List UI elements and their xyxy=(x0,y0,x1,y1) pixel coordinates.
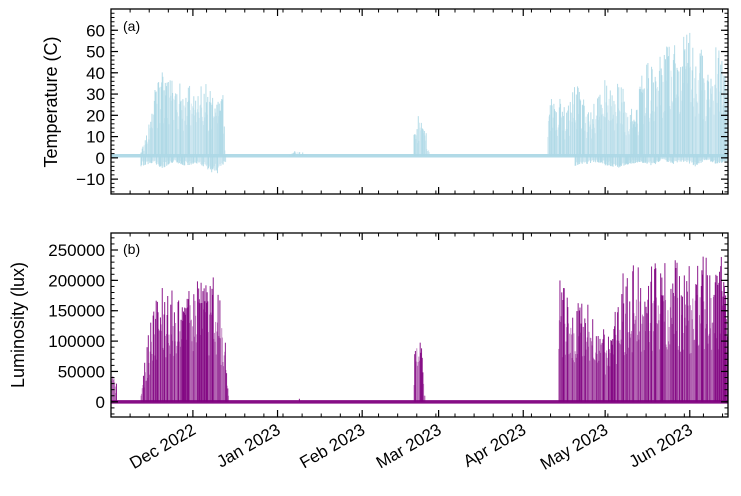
luminosity-panel: 0 50000 100000 150000 200000 250000 Dec 2022 J… xyxy=(8,232,729,474)
luminosity-ytick-label: 200000 xyxy=(48,271,105,290)
luminosity-y-axis-title: Luminosity (lux) xyxy=(8,262,28,388)
x-tick-label: Dec 2022 xyxy=(126,420,199,473)
panel-label-a: (a) xyxy=(123,18,140,34)
temperature-ytick-label: 20 xyxy=(86,106,105,125)
temperature-y-ticks: −10 0 10 20 30 40 50 60 xyxy=(76,8,728,193)
luminosity-plot-frame xyxy=(110,232,729,418)
x-tick-label: Jun 2023 xyxy=(626,420,696,471)
temperature-plot-frame xyxy=(110,8,729,195)
panel-label-b: (b) xyxy=(123,241,140,257)
luminosity-ytick-label: 50000 xyxy=(58,362,105,381)
temperature-series-0 xyxy=(111,32,728,157)
x-tick-label: Apr 2023 xyxy=(460,420,529,471)
luminosity-ytick-label: 100000 xyxy=(48,332,105,351)
x-tick-label: Feb 2023 xyxy=(296,420,368,472)
temperature-ytick-label: 0 xyxy=(96,149,105,168)
x-tick-label: Jan 2023 xyxy=(213,420,283,471)
temperature-ytick-label: 10 xyxy=(86,128,105,147)
x-tick-label: May 2023 xyxy=(537,420,611,474)
temperature-ytick-label: 40 xyxy=(86,64,105,83)
luminosity-series xyxy=(111,256,728,404)
luminosity-ytick-label: 250000 xyxy=(48,241,105,260)
x-tick-label: Mar 2023 xyxy=(373,420,445,472)
luminosity-y-ticks: 0 50000 100000 150000 200000 250000 xyxy=(48,237,728,415)
temperature-y-axis-title: Temperature (C) xyxy=(41,36,61,167)
temperature-panel: −10 0 10 20 30 40 50 60 (a) Temperature (C) xyxy=(41,8,729,195)
luminosity-ytick-label: 150000 xyxy=(48,302,105,321)
luminosity-ytick-label: 0 xyxy=(96,393,105,412)
temperature-ytick-label: 60 xyxy=(86,21,105,40)
temperature-ytick-label: 30 xyxy=(86,85,105,104)
luminosity-series-0 xyxy=(111,256,728,402)
temperature-x-ticks xyxy=(110,9,724,194)
temperature-ytick-label: 50 xyxy=(86,43,105,62)
temperature-series-1 xyxy=(140,155,728,174)
temperature-ytick-label: −10 xyxy=(76,170,105,189)
temperature-series xyxy=(111,32,728,174)
